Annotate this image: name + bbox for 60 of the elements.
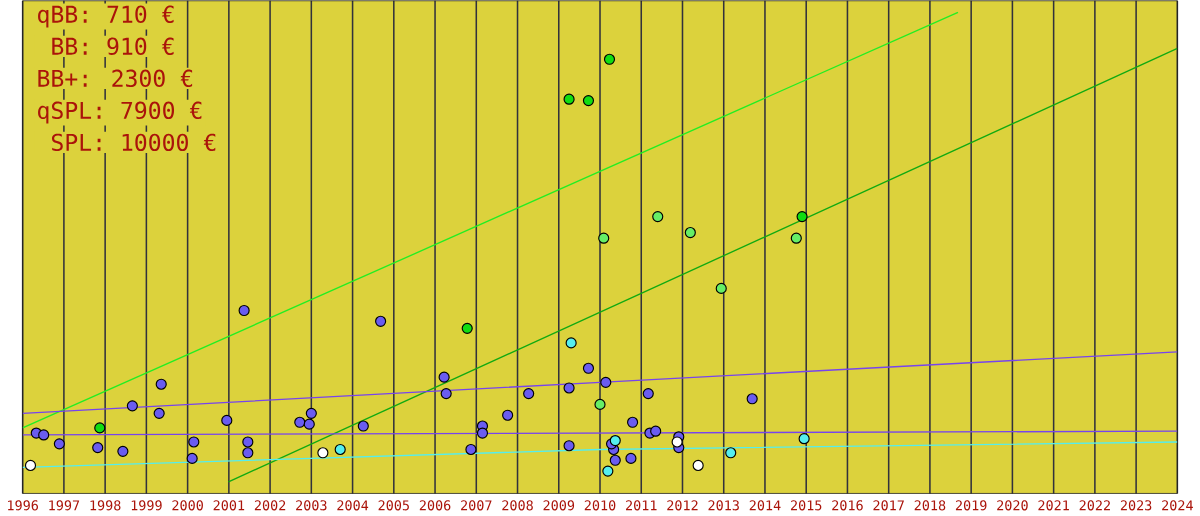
point <box>334 443 346 455</box>
point <box>375 315 387 327</box>
point <box>242 446 254 458</box>
point <box>38 428 50 441</box>
annotation: BB: 910 € <box>52 37 174 55</box>
annotation: BB+: 2300 € <box>38 69 193 87</box>
point <box>242 435 254 448</box>
point <box>440 387 452 399</box>
point <box>305 407 317 419</box>
point <box>238 304 250 316</box>
point <box>563 439 575 451</box>
point <box>582 362 595 374</box>
point <box>725 446 737 458</box>
point <box>117 445 129 457</box>
point <box>221 414 233 426</box>
point <box>126 399 138 411</box>
annotation: SPL: 10000 € <box>51 133 216 151</box>
point <box>600 376 612 388</box>
point <box>594 398 606 410</box>
point <box>563 381 575 394</box>
point <box>53 437 65 450</box>
point <box>642 387 654 399</box>
point <box>603 53 616 65</box>
point <box>438 371 450 383</box>
annotation: qSPL: 7900 € <box>38 101 202 124</box>
point <box>303 418 315 430</box>
point <box>598 232 610 244</box>
point <box>565 336 577 349</box>
point <box>563 93 575 105</box>
point <box>92 441 104 453</box>
point <box>609 454 621 466</box>
point <box>24 459 37 471</box>
point <box>523 387 535 399</box>
point <box>465 443 477 455</box>
point <box>602 465 614 477</box>
point <box>684 226 696 238</box>
point <box>357 420 369 432</box>
point <box>502 409 514 421</box>
point <box>317 446 329 458</box>
point <box>692 459 704 471</box>
point <box>188 435 200 448</box>
point <box>582 94 595 106</box>
point <box>650 425 662 437</box>
point <box>476 427 489 439</box>
point <box>625 452 637 464</box>
point <box>671 435 683 448</box>
point <box>153 407 165 419</box>
point <box>155 378 167 390</box>
point <box>294 416 306 428</box>
point <box>461 322 473 334</box>
point <box>186 452 198 464</box>
point <box>627 416 639 428</box>
point <box>798 432 810 444</box>
point <box>715 282 727 294</box>
point <box>94 421 106 434</box>
point <box>746 392 758 404</box>
annotation: qBB: 710 € <box>38 5 174 28</box>
point <box>790 232 802 244</box>
point <box>652 210 664 222</box>
point <box>796 210 808 222</box>
